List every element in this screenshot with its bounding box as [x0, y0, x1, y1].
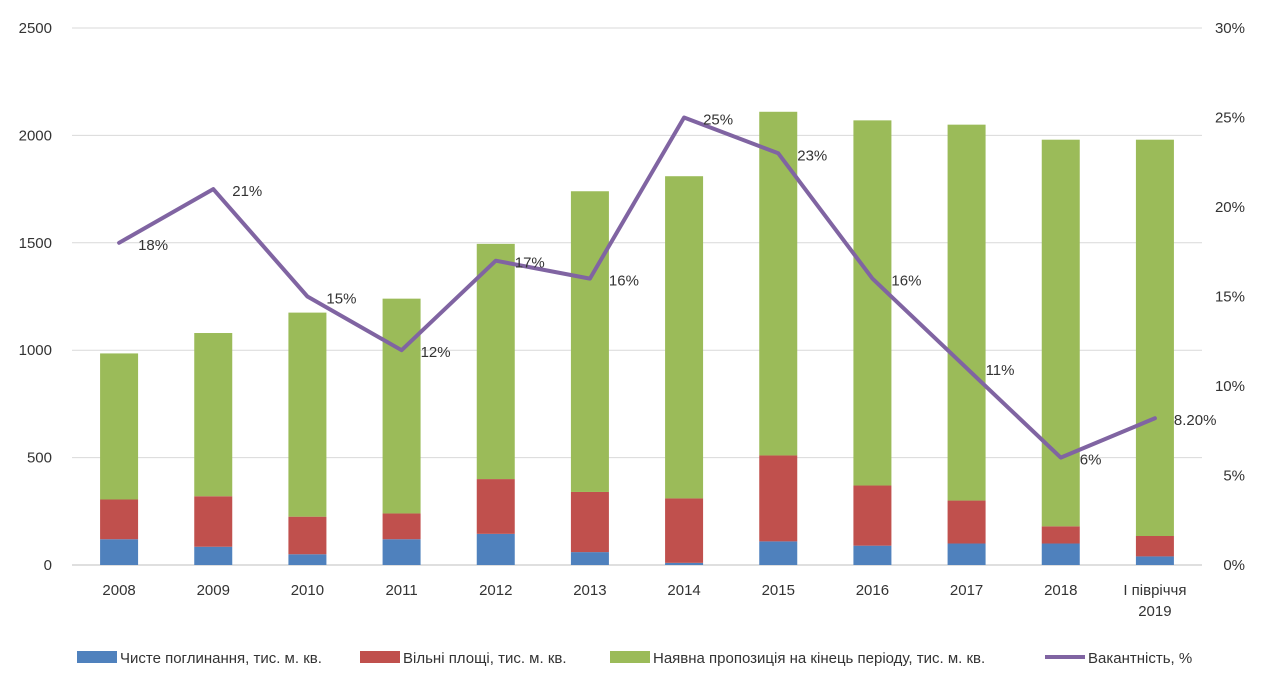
bar-segment — [1041, 526, 1080, 544]
vacancy-data-label: 12% — [421, 344, 451, 361]
vacancy-data-label: 11% — [986, 362, 1015, 379]
x-tick-label: 2017 — [950, 582, 983, 599]
bar-segment — [288, 312, 327, 517]
bar-segment — [194, 546, 233, 565]
bar-segment — [853, 545, 892, 565]
vacancy-data-label: 25% — [703, 112, 733, 129]
vacancy-data-label: 16% — [891, 273, 921, 290]
y-right-tick-label: 30% — [1215, 20, 1245, 37]
vacancy-data-label: 21% — [232, 183, 262, 200]
y-right-tick-label: 10% — [1215, 378, 1245, 395]
y-right-tick-label: 25% — [1215, 110, 1245, 127]
vacancy-data-label: 16% — [609, 273, 639, 290]
bar-segment — [1135, 536, 1174, 557]
x-tick-label: 2010 — [291, 582, 324, 599]
bar-segment — [1135, 556, 1174, 565]
bar-segment — [947, 124, 986, 501]
y-left-tick-label: 500 — [27, 450, 52, 467]
x-tick-label: 2011 — [385, 582, 417, 599]
bar-segment — [947, 500, 986, 544]
legend-label: Чисте поглинання, тис. м. кв. — [120, 650, 322, 667]
legend-swatch — [360, 651, 400, 663]
bar-segment — [570, 491, 609, 553]
x-tick-label: 2016 — [856, 582, 889, 599]
x-tick-label: 2015 — [762, 582, 795, 599]
legend-label: Наявна пропозиція на кінець періоду, тис… — [653, 650, 985, 667]
y-right-tick-label: 20% — [1215, 199, 1245, 216]
x-tick-label: 2012 — [479, 582, 512, 599]
bar-segment — [1041, 139, 1080, 527]
bar-segment — [100, 353, 139, 500]
legend-swatch — [77, 651, 117, 663]
bar-segment — [570, 552, 609, 565]
vacancy-data-label: 17% — [515, 255, 545, 272]
bar-segment — [100, 539, 139, 565]
x-tick-label: 2014 — [667, 582, 700, 599]
y-left-tick-label: 2500 — [19, 20, 52, 37]
vacancy-data-label: 18% — [138, 237, 168, 254]
vacancy-data-label: 8.20% — [1174, 412, 1217, 429]
bar-segment — [476, 533, 515, 565]
bar-segment — [853, 485, 892, 546]
bar-segment — [382, 539, 421, 565]
bar-segment — [1041, 543, 1080, 565]
bar-segment — [947, 543, 986, 565]
x-tick-label: 2013 — [573, 582, 606, 599]
vacancy-data-label: 15% — [326, 291, 356, 308]
bar-segment — [382, 298, 421, 514]
bar-segment — [759, 111, 798, 456]
y-right-tick-label: 5% — [1223, 468, 1245, 485]
bar-segment — [288, 516, 327, 555]
y-left-tick-label: 0 — [44, 557, 52, 574]
vacancy-data-label: 23% — [797, 147, 827, 164]
y-left-tick-label: 1500 — [19, 235, 52, 252]
bar-segment — [1135, 139, 1174, 537]
x-tick-label: 2008 — [102, 582, 135, 599]
bar-segment — [665, 562, 704, 565]
bar-segment — [476, 479, 515, 534]
y-right-tick-label: 15% — [1215, 289, 1245, 306]
bar-segment — [382, 513, 421, 540]
x-tick-label: І півріччя — [1123, 582, 1186, 599]
bar-segment — [476, 243, 515, 480]
vacancy-line — [117, 115, 1157, 460]
vacancy-data-label: 6% — [1080, 452, 1102, 469]
bar-segment — [100, 499, 139, 540]
legend-label: Вільні площі, тис. м. кв. — [403, 650, 567, 667]
bar-segment — [288, 554, 327, 565]
bar-segment — [759, 455, 798, 542]
bar-segment — [665, 498, 704, 563]
x-tick-label: 2009 — [197, 582, 230, 599]
bar-segment — [570, 191, 609, 492]
bar-segment — [853, 120, 892, 486]
y-right-tick-label: 0% — [1223, 557, 1245, 574]
x-tick-label: 2019 — [1138, 603, 1171, 620]
legend-label: Вакантність, % — [1088, 650, 1192, 667]
bar-segment — [194, 333, 233, 497]
bar-segment — [759, 541, 798, 565]
bar-segment — [194, 496, 233, 547]
y-left-tick-label: 2000 — [19, 127, 52, 144]
y-left-tick-label: 1000 — [19, 342, 52, 359]
legend-swatch — [610, 651, 650, 663]
x-tick-label: 2018 — [1044, 582, 1077, 599]
bar-segment — [665, 176, 704, 499]
